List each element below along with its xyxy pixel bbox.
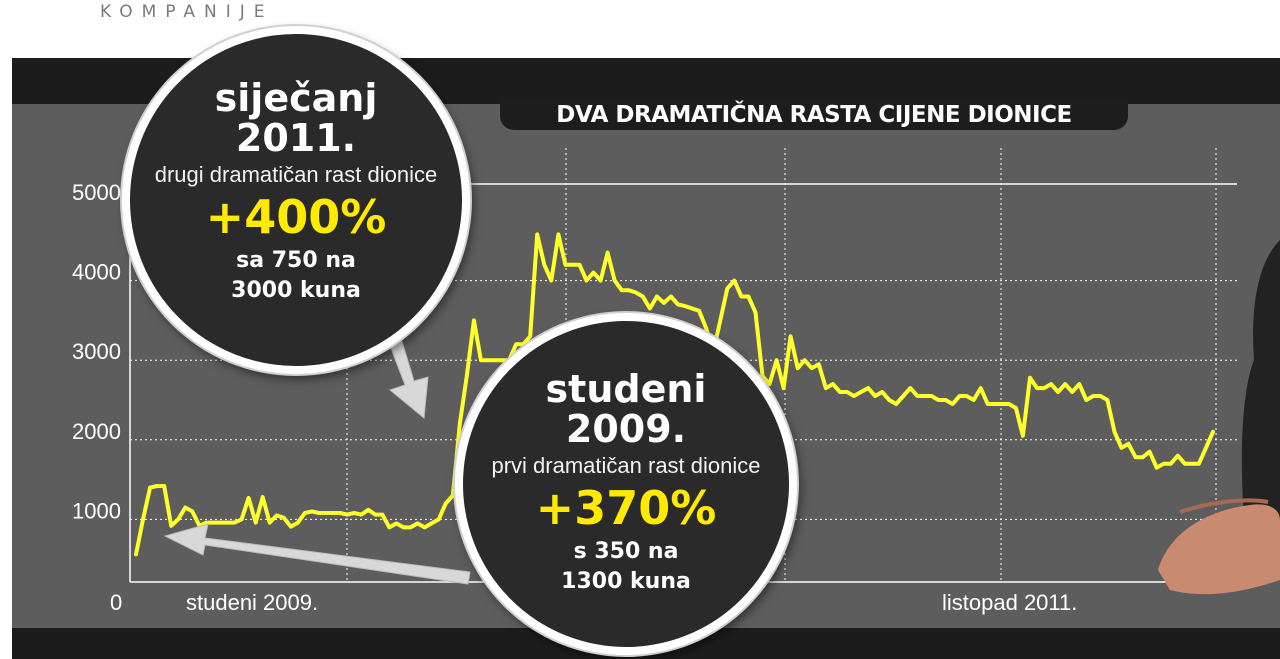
section-label: KOMPANIJE [100, 2, 274, 22]
y-tick-label: 1000 [72, 498, 121, 523]
callout-month: studeni [545, 367, 707, 411]
y-tick-label: 2000 [72, 419, 121, 444]
y-tick-label: 4000 [72, 260, 121, 285]
x-tick-label: studeni 2009. [186, 590, 318, 615]
price-series-line [134, 232, 1215, 557]
callout-percent: +400% [205, 190, 387, 244]
callout-month: siječanj [214, 76, 378, 120]
callout-note-line2: 1300 kuna [561, 569, 691, 594]
callout-note-line1: s 350 na [573, 539, 679, 564]
x-tick-label: listopad 2011. [942, 590, 1077, 615]
arrow-to-2009-rise [163, 523, 471, 585]
y-tick-label: 0 [110, 590, 122, 615]
callout-year: 2009. [565, 407, 687, 451]
y-tick-label: 3000 [72, 339, 121, 364]
callout-note-line2: 3000 kuna [231, 278, 361, 303]
y-tick-label: 5000 [72, 180, 121, 205]
person-photo [1158, 240, 1280, 595]
callout-year: 2011. [235, 116, 357, 160]
callout-description: prvi dramatičan rast dionice [491, 453, 761, 478]
callout-note-line1: sa 750 na [236, 248, 356, 273]
callout-percent: +370% [535, 481, 717, 535]
callout-description: drugi dramatičan rast dionice [154, 162, 438, 187]
callout-bubble-2011: siječanj 2011. drugi dramatičan rast dio… [122, 26, 470, 374]
callout-bubble-2009: studeni 2009. prvi dramatičan rast dioni… [455, 313, 797, 655]
chart-title: DVA DRAMATIČNA RASTA CIJENE DIONICE [500, 98, 1128, 130]
